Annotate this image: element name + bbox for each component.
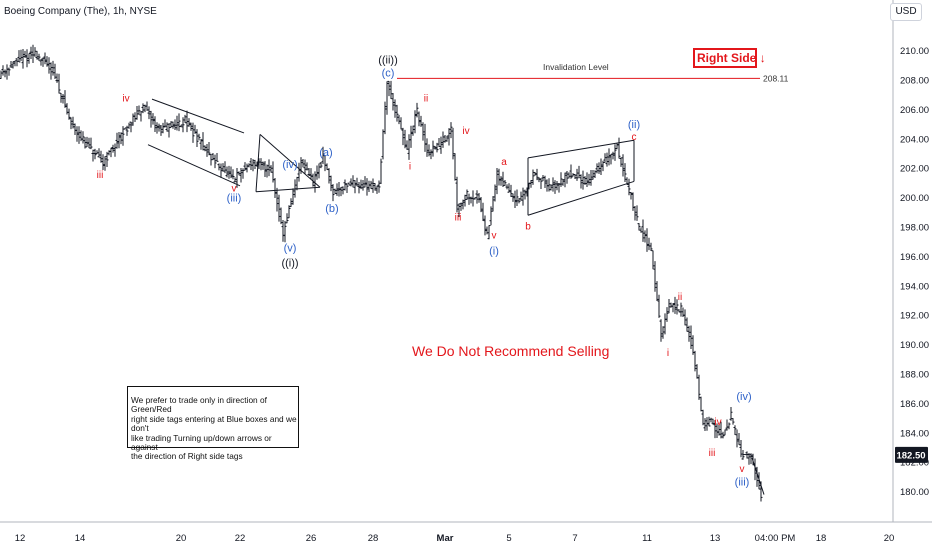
wave-label: (iv) [282, 159, 297, 171]
wave-label: ((ii)) [378, 54, 398, 66]
wave-label: (ii) [628, 119, 640, 131]
note-line: the direction of Right side tags [131, 451, 243, 462]
wave-label: (c) [382, 68, 395, 80]
y-tick-label: 194.00 [900, 281, 929, 292]
y-tick-label: 192.00 [900, 311, 929, 322]
y-tick-label: 186.00 [900, 399, 929, 410]
wave-label: ((i)) [281, 257, 298, 269]
y-tick-label: 188.00 [900, 370, 929, 381]
last-price-badge [895, 446, 928, 463]
x-tick-label: 18 [816, 533, 827, 544]
x-tick-label: 20 [176, 533, 187, 544]
y-tick-label: 208.00 [900, 76, 929, 87]
wave-label: (a) [319, 147, 332, 159]
right-side-label: Right Side [697, 51, 757, 65]
y-tick-label: 180.00 [900, 487, 929, 498]
x-tick-label: 28 [368, 533, 379, 544]
y-tick-label: 202.00 [900, 164, 929, 175]
wave-label: iv [462, 126, 469, 137]
x-tick-label: 14 [75, 533, 86, 544]
wave-label: v [232, 183, 237, 194]
note-line: right side tags entering at Blue boxes a… [131, 413, 297, 434]
x-tick-label: 12 [15, 533, 26, 544]
wave-label: (b) [325, 203, 338, 215]
wave-label: ii [424, 94, 428, 105]
x-tick-label: Mar [437, 533, 454, 544]
channel-flag-upper [527, 139, 635, 159]
right-side-tag: Right Side ↓ [693, 48, 766, 68]
channel-target-line [751, 457, 765, 495]
wave-label: iv [122, 94, 129, 105]
wave-label: iii [709, 448, 716, 459]
x-tick-label: 22 [235, 533, 246, 544]
x-tick-label: 26 [306, 533, 317, 544]
note-line: like trading Turning up/down arrows or a… [131, 432, 272, 453]
invalidation-label: Invalidation Level [543, 62, 609, 72]
y-tick-label: 184.00 [900, 428, 929, 439]
y-tick-label: 204.00 [900, 134, 929, 145]
x-tick-label: 20 [884, 533, 895, 544]
y-tick-label: 210.00 [900, 46, 929, 57]
note-box: We prefer to trade only in direction of … [127, 386, 299, 461]
wave-label: iii [97, 170, 104, 181]
channel-wedge-lower [147, 144, 241, 187]
currency-badge[interactable]: USD [890, 3, 922, 21]
wave-label: (iii) [227, 193, 242, 205]
invalidation-value: 208.11 [763, 73, 789, 83]
channel-triangle-right [259, 134, 321, 188]
down-arrow-icon: ↓ [759, 51, 766, 65]
wave-label: iv [714, 417, 721, 428]
channel-triangle-upper [255, 134, 261, 192]
wave-label: (i) [489, 246, 499, 258]
last-price-label: 182.50 [896, 450, 925, 461]
wave-label: c [632, 132, 637, 143]
note-line: We prefer to trade only in direction of … [131, 395, 267, 415]
wave-label: b [525, 222, 531, 233]
y-tick-label: 200.00 [900, 193, 929, 204]
wave-label: v [492, 230, 497, 241]
x-tick-label: 11 [642, 533, 652, 544]
x-tick-label: 7 [572, 533, 577, 544]
warning-text: We Do Not Recommend Selling [412, 343, 610, 359]
x-tick-label: 13 [710, 533, 721, 544]
symbol-title: Boeing Company (The), 1h, NYSE [4, 6, 157, 17]
wave-label: ii [678, 292, 682, 303]
wave-label: i [667, 348, 669, 359]
y-tick-label: 190.00 [900, 340, 929, 351]
wave-label: (iii) [735, 476, 750, 488]
channel-flag-lower [527, 180, 635, 216]
y-tick-label: 182.00 [900, 458, 929, 469]
channel-triangle-lower [255, 186, 321, 193]
wave-label: iii [455, 213, 462, 224]
y-tick-label: 198.00 [900, 223, 929, 234]
x-tick-label: 5 [506, 533, 511, 544]
wave-label: (v) [284, 243, 297, 255]
wave-label: i [409, 161, 411, 172]
y-tick-label: 196.00 [900, 252, 929, 263]
wave-label: a [501, 157, 507, 168]
x-tick-label: 04:00 PM [755, 533, 796, 544]
wave-label: v [740, 464, 745, 475]
channel-wedge-upper [151, 98, 245, 134]
wave-label: (iv) [736, 391, 751, 403]
y-tick-label: 206.00 [900, 105, 929, 116]
